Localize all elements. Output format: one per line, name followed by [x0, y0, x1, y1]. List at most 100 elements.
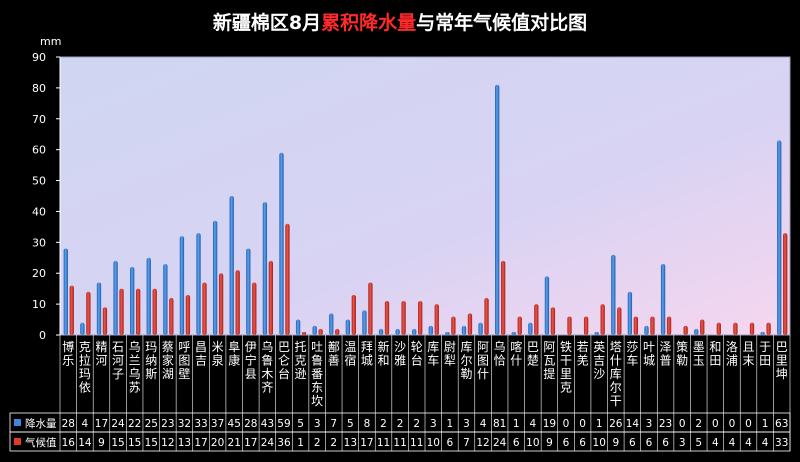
category-label-40: 洛浦: [726, 339, 738, 368]
bar-precip-21: [412, 328, 417, 335]
table-value-0-34: 14: [626, 418, 640, 430]
table-value-1-27: 6: [513, 437, 520, 449]
bar-normal-27: [517, 316, 522, 335]
table-value-1-43: 33: [775, 437, 788, 449]
bar-precip-20: [395, 328, 400, 335]
title-part-3: 与常年气候值对比图: [416, 11, 587, 34]
bar-normal-38: [700, 319, 705, 335]
table-value-0-7: 32: [178, 418, 191, 430]
bar-precip-18: [362, 310, 367, 335]
bar-precip-4: [130, 267, 135, 335]
table-value-0-23: 1: [447, 418, 454, 430]
bar-normal-25: [484, 297, 489, 335]
y-tick-label: 60: [32, 144, 46, 157]
y-axis: 0 10 20 30 40 50 60 70 80 90: [32, 51, 61, 342]
bar-normal-35: [650, 316, 655, 335]
bar-normal-24: [467, 313, 473, 335]
bar-normal-31: [583, 316, 589, 335]
y-axis-unit: mm: [40, 35, 61, 48]
table-value-1-17: 13: [344, 437, 357, 449]
bar-normal-22: [434, 304, 439, 335]
category-label-34: 莎车: [626, 340, 638, 368]
table-value-1-30: 6: [563, 437, 570, 449]
table-value-1-37: 3: [679, 437, 686, 449]
bar-normal-20: [401, 301, 406, 335]
bar-precip-1: [80, 322, 85, 335]
legend-label-1: 气候值: [25, 436, 57, 449]
bar-precip-16: [329, 313, 334, 335]
table-value-0-8: 33: [194, 418, 207, 430]
bar-precip-7: [179, 236, 185, 335]
table-value-0-38: 2: [695, 418, 702, 430]
table-value-0-39: 0: [712, 418, 719, 430]
table-value-0-29: 19: [543, 418, 556, 430]
bar-normal-0: [69, 285, 74, 335]
bar-normal-2: [102, 307, 108, 335]
category-label-17: 温宿: [344, 340, 356, 368]
bar-precip-11: [246, 248, 251, 335]
table-value-0-0: 28: [62, 418, 75, 430]
category-label-26: 乌恰: [494, 339, 506, 368]
table-value-0-14: 5: [297, 418, 304, 430]
category-label-25: 阿图什: [477, 340, 489, 381]
table-value-0-42: 1: [762, 418, 769, 430]
bar-precip-25: [478, 322, 483, 335]
category-label-21: 轮台: [411, 340, 423, 368]
bar-normal-40: [733, 322, 738, 335]
bar-precip-0: [63, 248, 68, 335]
table-value-1-42: 4: [762, 437, 769, 449]
title-part-1: 新疆棉区8月: [213, 11, 321, 34]
bar-normal-6: [169, 297, 174, 335]
plot-area: [59, 56, 791, 336]
table-value-1-13: 36: [277, 437, 291, 449]
bar-normal-5: [152, 288, 157, 335]
bar-normal-36: [666, 316, 672, 335]
category-label-28: 巴楚: [527, 340, 539, 368]
table-value-1-11: 17: [244, 437, 257, 449]
table-value-1-2: 9: [98, 437, 105, 449]
bar-precip-36: [660, 263, 666, 335]
category-label-24: 库尔勒: [460, 339, 472, 381]
table-value-0-25: 4: [480, 418, 487, 430]
table-value-0-17: 5: [347, 418, 354, 430]
y-tick-label: 40: [32, 205, 46, 218]
category-label-6: 蔡家湖: [162, 340, 174, 381]
table-value-0-12: 43: [261, 418, 274, 430]
table-value-0-20: 2: [397, 418, 404, 430]
table-value-0-37: 0: [679, 418, 686, 430]
table-value-1-19: 11: [377, 437, 390, 449]
table-value-0-28: 4: [529, 418, 536, 430]
bar-precip-5: [146, 257, 151, 335]
bar-precip-19: [378, 328, 384, 335]
table-value-1-9: 20: [211, 437, 224, 449]
bar-normal-8: [202, 282, 207, 335]
category-label-12: 乌鲁木齐: [261, 339, 273, 395]
category-label-41: 且末: [743, 340, 755, 368]
category-label-9: 米泉: [212, 340, 224, 368]
bar-precip-28: [528, 322, 533, 335]
table-value-0-11: 28: [244, 418, 257, 430]
category-label-15: 吐鲁番东坎: [311, 340, 323, 408]
category-label-32: 英吉沙: [593, 340, 605, 381]
table-value-1-32: 10: [593, 437, 606, 449]
bar-precip-3: [113, 260, 118, 335]
category-label-22: 库车: [427, 339, 439, 368]
y-tick-label: 50: [32, 175, 46, 188]
table-value-0-2: 17: [95, 418, 108, 430]
category-label-11: 伊宁县: [245, 340, 257, 381]
bar-precip-29: [544, 276, 550, 335]
table-value-1-36: 6: [662, 437, 669, 449]
table-value-0-22: 3: [430, 418, 437, 430]
table-value-0-40: 0: [729, 418, 736, 430]
table-value-0-33: 26: [609, 418, 623, 430]
bar-normal-37: [683, 325, 688, 335]
category-labels: 博乐克拉玛依精河石河子乌兰乌苏玛纳斯蔡家湖呼图壁昌吉米泉阜康伊宁县乌鲁木齐巴仑台…: [59, 335, 791, 413]
legend-label-0: 降水量: [25, 417, 57, 430]
bar-precip-14: [295, 319, 301, 335]
bar-normal-23: [451, 316, 456, 335]
table-value-0-43: 63: [775, 418, 788, 430]
category-label-35: 叶城: [643, 340, 655, 368]
table-value-0-15: 3: [314, 418, 321, 430]
bar-precip-26: [495, 84, 500, 335]
bar-normal-39: [716, 322, 721, 335]
